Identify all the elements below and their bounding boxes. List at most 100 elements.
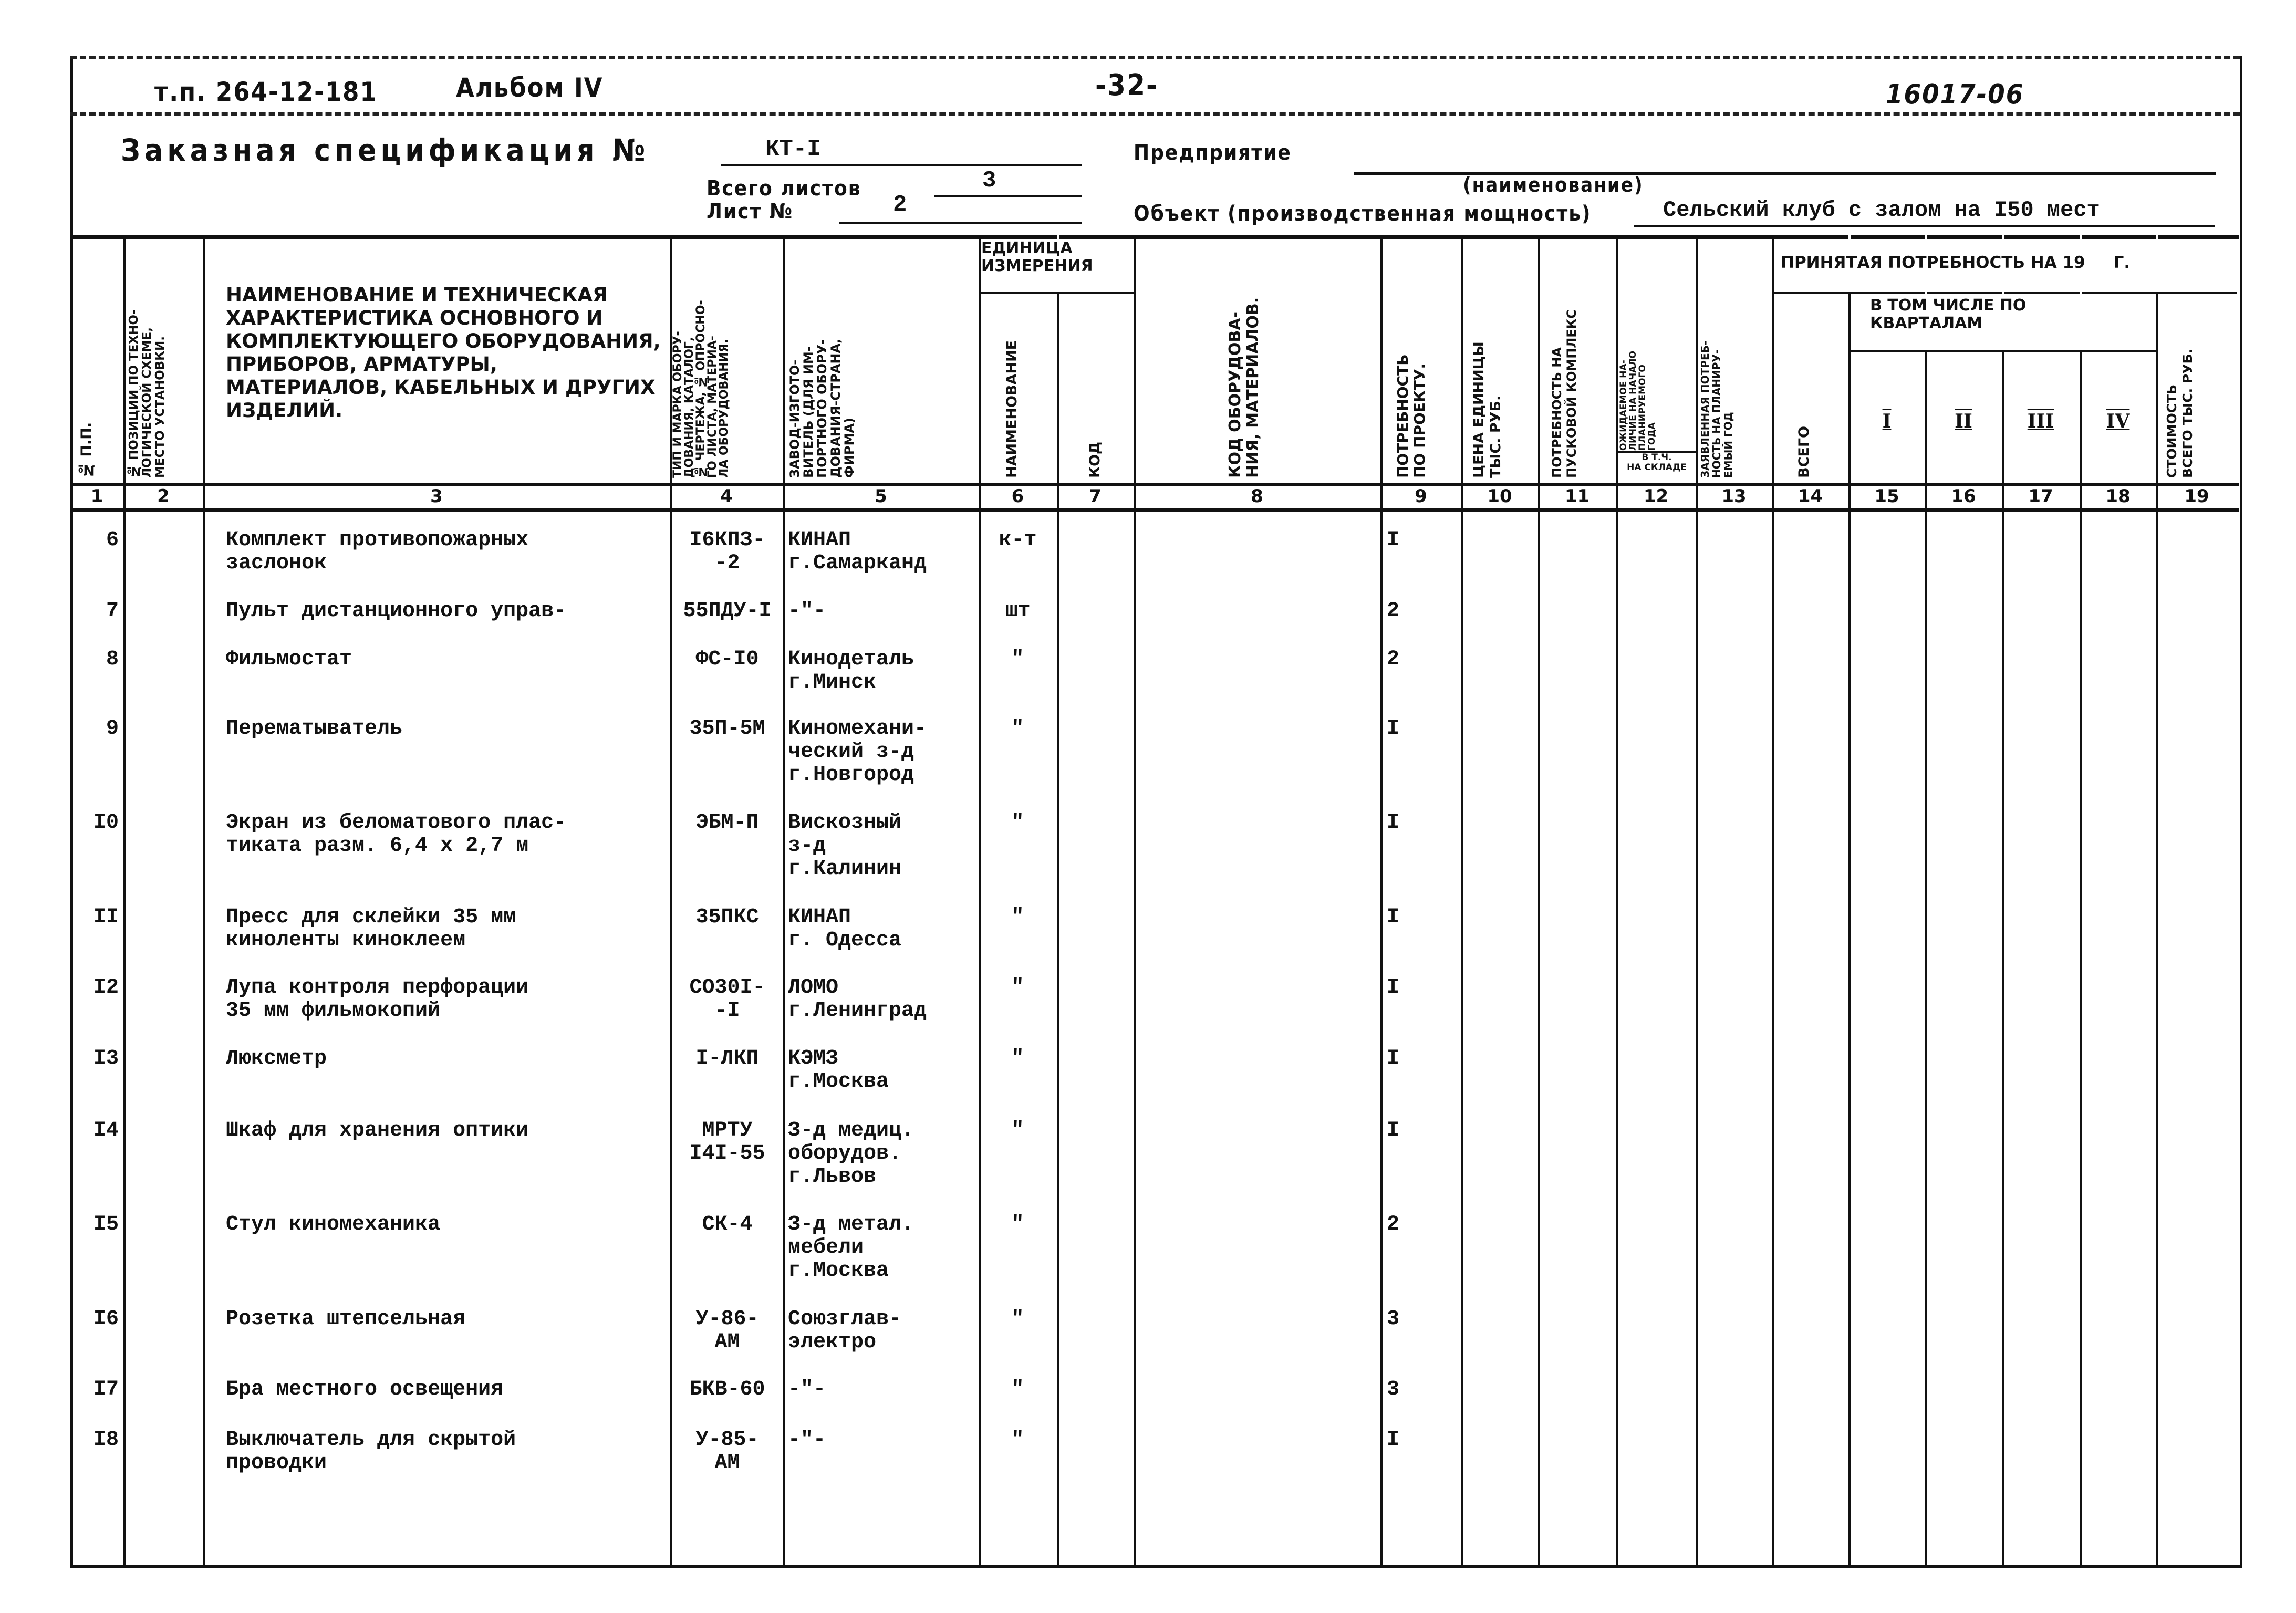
item-name: Экран из беломатового плас- тиката разм.… [226, 811, 567, 858]
item-quantity: I [1387, 717, 1400, 741]
item-name: Пресс для склейки 35 мм киноленты кинокл… [226, 906, 516, 952]
item-unit: " [1011, 1307, 1024, 1331]
col-header-14: Всего [1796, 426, 1812, 478]
column-number: 2 [157, 486, 170, 507]
unit-group-divider [979, 292, 1134, 294]
column-divider [979, 235, 981, 1565]
accepted-group-mask [2156, 235, 2158, 292]
item-unit: " [1011, 648, 1024, 671]
column-number: 9 [1415, 486, 1427, 507]
item-unit: к-т [999, 528, 1037, 552]
column-divider [1057, 235, 1059, 1565]
column-divider [1616, 235, 1618, 1565]
quarters-group-mask [2080, 292, 2082, 350]
number-row-bottom-border [70, 508, 2239, 512]
item-unit: " [1011, 1428, 1024, 1452]
row-number: 8 [106, 648, 119, 671]
item-name: Лупа контроля перфорации 35 мм фильмокоп… [226, 976, 529, 1023]
column-divider [203, 235, 205, 1565]
col-header-4: Тип и марка обору- дования, каталог, № ч… [671, 300, 731, 478]
column-number: 11 [1564, 486, 1590, 507]
item-type: У-86- АМ [695, 1307, 759, 1354]
column-number: 10 [1487, 486, 1512, 507]
item-manufacturer: ЛОМО г.Ленинград [788, 976, 927, 1023]
col-header-7: Код [1087, 441, 1103, 478]
column-number: 19 [2184, 486, 2209, 507]
column-divider [783, 235, 785, 1565]
col-header-11: Потребность на пусковой комплекс [1550, 309, 1579, 478]
row-number: I8 [93, 1428, 119, 1452]
row-number: I0 [93, 811, 119, 835]
column-divider [1772, 235, 1774, 1565]
item-name: Пульт дистанционного управ- [226, 599, 567, 623]
accepted-group-mask [1848, 235, 1851, 292]
item-unit: " [1011, 976, 1024, 1000]
row-number: I5 [93, 1213, 119, 1236]
item-unit: " [1011, 1213, 1024, 1236]
item-quantity: 2 [1387, 648, 1400, 671]
col-header-5: Завод-изгото- витель (для им- портного о… [787, 338, 857, 478]
column-number: 7 [1089, 486, 1102, 507]
column-divider [2002, 235, 2004, 1565]
page-number: -32- [1095, 68, 1158, 102]
col-header-3: Наименование и техническая характеристик… [226, 284, 661, 422]
item-quantity: 2 [1387, 599, 1400, 623]
item-manufacturer: Союзглав- электро [788, 1307, 902, 1354]
column-divider [1134, 235, 1136, 1565]
page-frame [70, 56, 2242, 1568]
col-header-2: № позиции по техно- логической схеме, ме… [127, 309, 167, 478]
row-number: I3 [93, 1047, 119, 1070]
enterprise-underline [1354, 172, 2216, 175]
item-manufacturer: З-д метал. мебели г.Москва [788, 1213, 915, 1283]
col-header-19: Стоимость всего тыс. руб. [2164, 348, 2195, 478]
col-group-accepted: Принятая потребность на 19 г. [1781, 253, 2131, 272]
quarters-group-mask [1925, 292, 1927, 350]
item-type: СК-4 [702, 1213, 753, 1236]
column-divider [670, 235, 672, 1565]
col-header-12: Ожидаемое на- личие на начало планируемо… [1618, 351, 1657, 451]
item-unit: " [1011, 811, 1024, 835]
row-number: II [93, 906, 119, 929]
row-number: 6 [106, 528, 119, 552]
column-number: 4 [720, 486, 733, 507]
column-divider [1380, 235, 1383, 1565]
project-code: т.п. 264-12-181 [154, 77, 378, 107]
item-type: БКВ-60 [689, 1378, 765, 1401]
item-type: ЭБМ-П [695, 811, 759, 835]
col-header-9: Потребность по проекту. [1394, 354, 1428, 478]
item-manufacturer: -"- [788, 1428, 826, 1452]
sheet-underline [839, 222, 1082, 224]
item-name: Стул киномеханика [226, 1213, 441, 1236]
item-name: Розетка штепсельная [226, 1307, 466, 1331]
item-type: МРТУ I4I-55 [689, 1119, 765, 1165]
header-bottom-border [70, 483, 2239, 486]
item-unit: " [1011, 906, 1024, 929]
item-quantity: 2 [1387, 1213, 1400, 1236]
item-type: 55ПДУ-I [683, 599, 772, 623]
col-header-13: Заявленная потреб- ность на планиру- емы… [1699, 340, 1734, 478]
item-type: ФС-I0 [695, 648, 759, 671]
item-quantity: I [1387, 976, 1400, 1000]
column-divider [1848, 235, 1851, 1565]
item-quantity: I [1387, 906, 1400, 929]
document-code: 16017-06 [1886, 79, 2024, 110]
row-number: I2 [93, 976, 119, 1000]
column-divider [2156, 235, 2158, 1565]
col12-sub-divider [1616, 451, 1696, 453]
column-number: 6 [1011, 486, 1024, 507]
column-number: 15 [1874, 486, 1899, 507]
table-top-border [70, 235, 2239, 239]
item-manufacturer: Вискозный з-д г.Калинин [788, 811, 902, 881]
item-name: Выключатель для скрытой проводки [226, 1428, 516, 1475]
object-underline [1634, 225, 2215, 227]
col-header-12-sub: в т.ч. на складе [1627, 452, 1687, 473]
sheet-value: 2 [893, 192, 907, 218]
item-unit: шт [1005, 599, 1031, 623]
sheet-label: Лист № [707, 200, 794, 224]
item-name: Фильмостат [226, 648, 352, 671]
object-value: Сельский клуб с залом на I50 мест [1663, 197, 2100, 223]
item-quantity: 3 [1387, 1307, 1400, 1331]
accepted-group-mask [1925, 235, 1927, 292]
col-header-16: II [1955, 410, 1972, 432]
accepted-group-mask [2002, 235, 2004, 292]
